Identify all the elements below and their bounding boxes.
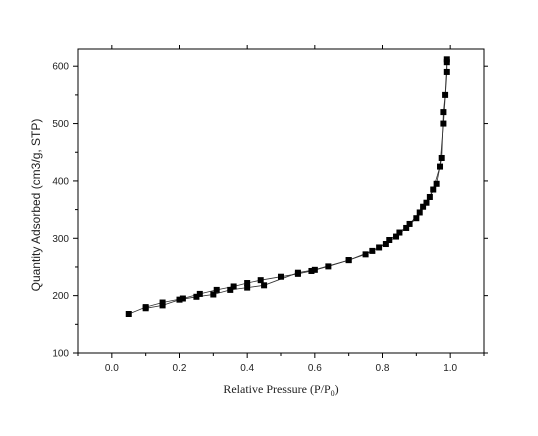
x-tick-label: 0.8 bbox=[376, 363, 390, 374]
data-point bbox=[261, 282, 268, 289]
data-point bbox=[278, 273, 284, 280]
data-point bbox=[403, 224, 410, 231]
data-point bbox=[193, 293, 200, 300]
data-point bbox=[227, 286, 234, 293]
data-point bbox=[393, 233, 400, 240]
x-tick-label: 0.4 bbox=[240, 363, 254, 374]
data-point bbox=[257, 277, 264, 284]
data-point bbox=[440, 109, 447, 116]
x-axis-title: Relative Pressure (P/P0) bbox=[223, 382, 338, 398]
x-tick-label: 0.6 bbox=[308, 363, 322, 374]
data-point bbox=[440, 120, 447, 127]
data-point bbox=[382, 241, 389, 248]
y-tick-label: 300 bbox=[52, 234, 69, 245]
data-point bbox=[443, 59, 450, 66]
data-point bbox=[406, 220, 413, 227]
data-point bbox=[413, 215, 420, 222]
data-point bbox=[430, 186, 437, 193]
data-point bbox=[325, 263, 332, 270]
y-tick-label: 400 bbox=[52, 176, 69, 187]
y-tick-label: 500 bbox=[52, 119, 69, 130]
data-point bbox=[308, 267, 315, 274]
x-tick-label: 1.0 bbox=[443, 363, 457, 374]
data-point bbox=[437, 163, 444, 170]
data-point bbox=[442, 91, 449, 98]
y-tick-label: 200 bbox=[52, 291, 69, 302]
data-point bbox=[386, 237, 393, 244]
data-point bbox=[196, 290, 203, 297]
data-point bbox=[369, 247, 376, 254]
data-point bbox=[345, 257, 352, 264]
data-point bbox=[443, 68, 450, 75]
y-axis-title: Quantity Adsorbed (cm3/g, STP) bbox=[29, 119, 43, 292]
data-point bbox=[376, 244, 383, 251]
data-point bbox=[159, 302, 166, 309]
y-tick-label: 100 bbox=[52, 349, 69, 360]
y-axis-ticks: 100 200 300 400 500 600 bbox=[52, 62, 488, 360]
data-point bbox=[420, 203, 427, 210]
series-line-1 bbox=[128, 59, 448, 315]
data-point bbox=[244, 280, 251, 287]
data-point bbox=[396, 229, 403, 236]
series-lines bbox=[128, 59, 448, 315]
data-point bbox=[423, 199, 430, 206]
data-point bbox=[433, 180, 440, 187]
data-point bbox=[213, 286, 220, 293]
x-tick-label: 0.2 bbox=[173, 363, 187, 374]
x-tick-label: 0.0 bbox=[105, 363, 119, 374]
series-points bbox=[125, 56, 450, 317]
x-axis-ticks: 0.0 0.2 0.4 0.6 0.8 1.0 bbox=[77, 45, 485, 374]
data-point bbox=[179, 295, 186, 302]
data-point bbox=[176, 296, 183, 303]
data-point bbox=[230, 283, 237, 290]
data-point bbox=[210, 291, 217, 298]
data-point bbox=[311, 266, 318, 273]
data-point bbox=[125, 310, 132, 317]
data-point bbox=[244, 284, 251, 291]
data-point bbox=[294, 269, 301, 276]
data-point bbox=[362, 251, 369, 258]
plot-frame bbox=[77, 48, 485, 354]
data-point bbox=[438, 154, 445, 161]
data-point bbox=[142, 305, 149, 312]
y-tick-label: 600 bbox=[52, 62, 69, 73]
data-point bbox=[416, 209, 423, 216]
data-point bbox=[426, 193, 433, 200]
